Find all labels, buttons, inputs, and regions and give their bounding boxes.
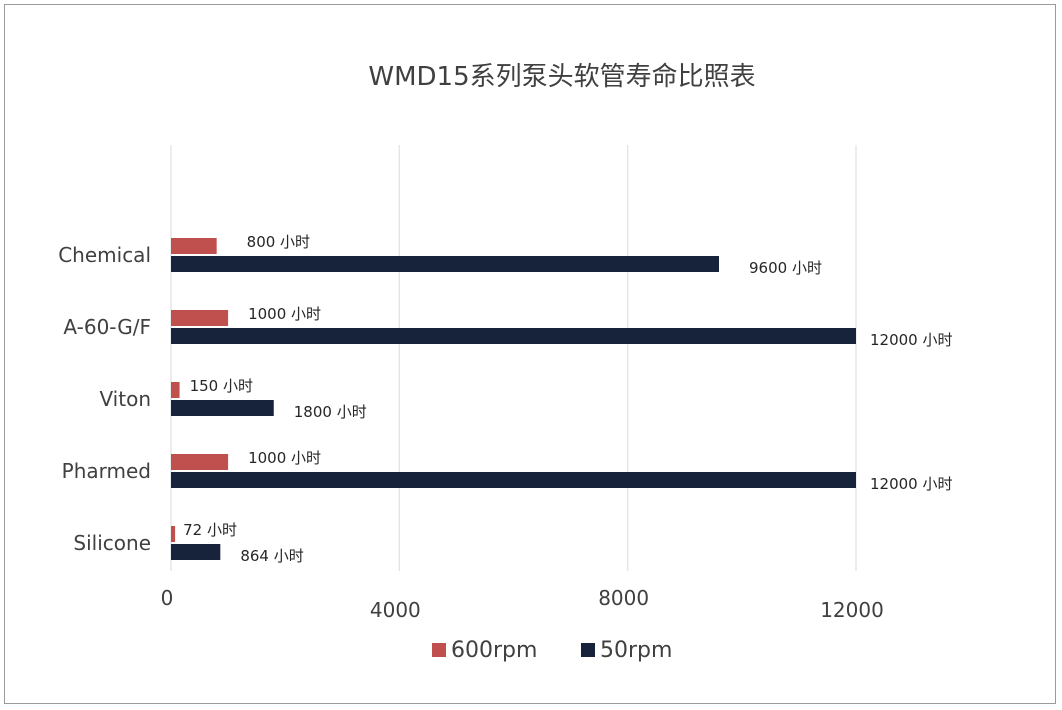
bar-600rpm[interactable] — [171, 382, 180, 398]
data-label: 1000 小时 — [248, 449, 321, 467]
bar-50rpm[interactable] — [171, 400, 274, 416]
data-label: 72 小时 — [183, 521, 237, 539]
legend-swatch — [581, 643, 595, 657]
bar-600rpm[interactable] — [171, 310, 229, 326]
x-tick-label: 0 — [161, 586, 174, 610]
category-axis: Chemical A-60-G/F Viton Pharmed Silicone — [58, 243, 151, 555]
bar-50rpm[interactable] — [171, 256, 719, 272]
x-tick-label: 8000 — [598, 586, 649, 610]
data-label: 1800 小时 — [294, 403, 367, 421]
x-tick-label: 4000 — [370, 598, 421, 622]
gridlines — [170, 145, 857, 571]
value-axis: 0 4000 8000 12000 — [161, 586, 884, 622]
x-tick-label: 12000 — [820, 598, 884, 622]
legend-label: 50rpm — [600, 638, 672, 663]
chart-frame: WMD15系列泵头软管寿命比照表 800 小时 9600 小时 1000 小时 120… — [4, 4, 1056, 704]
category-label: Chemical — [58, 243, 151, 267]
data-label: 12000 小时 — [870, 475, 953, 493]
category-label: Silicone — [73, 531, 151, 555]
data-label: 12000 小时 — [870, 331, 953, 349]
bar-50rpm[interactable] — [171, 472, 856, 488]
legend-swatch — [432, 643, 446, 657]
data-labels: 800 小时 9600 小时 1000 小时 12000 小时 150 小时 1800 小… — [183, 233, 952, 565]
legend[interactable]: 600rpm 50rpm — [432, 638, 672, 663]
bar-chart: WMD15系列泵头软管寿命比照表 800 小时 9600 小时 1000 小时 120… — [58, 62, 952, 663]
category-label: Viton — [99, 387, 151, 411]
data-label: 9600 小时 — [749, 259, 822, 277]
chart-title: WMD15系列泵头软管寿命比照表 — [368, 62, 755, 92]
bar-50rpm[interactable] — [171, 544, 221, 560]
category-label: Pharmed — [62, 459, 151, 483]
category-label: A-60-G/F — [63, 315, 151, 339]
bar-600rpm[interactable] — [171, 238, 217, 254]
bars — [171, 238, 856, 560]
legend-item-50rpm[interactable]: 50rpm — [581, 638, 672, 663]
legend-item-600rpm[interactable]: 600rpm — [432, 638, 537, 663]
data-label: 800 小时 — [247, 233, 310, 251]
data-label: 1000 小时 — [248, 305, 321, 323]
data-label: 864 小时 — [240, 547, 303, 565]
legend-label: 600rpm — [451, 638, 537, 663]
bar-600rpm[interactable] — [171, 454, 229, 470]
bar-600rpm[interactable] — [171, 526, 176, 542]
bar-50rpm[interactable] — [171, 328, 856, 344]
data-label: 150 小时 — [190, 377, 253, 395]
